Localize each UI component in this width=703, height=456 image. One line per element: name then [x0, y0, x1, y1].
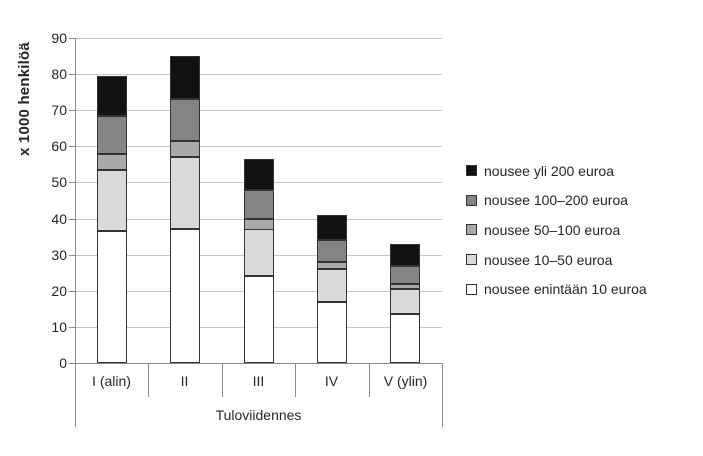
legend-item: nousee yli 200 euroa	[466, 156, 647, 186]
bar-segment-0-cat-4	[317, 302, 347, 363]
category-separator	[222, 363, 223, 397]
y-tick-label: 70	[51, 102, 67, 118]
bar-segment-4-cat-4	[317, 215, 347, 240]
legend-swatch-icon	[466, 254, 477, 266]
bar-segment-2-cat-2	[170, 141, 200, 157]
y-axis-tick	[69, 110, 75, 111]
category-label: V (ylin)	[383, 373, 428, 389]
legend-label: nousee 100–200 euroa	[484, 192, 629, 209]
y-tick-label: 90	[51, 30, 67, 46]
bar-segment-3-cat-1	[97, 116, 127, 154]
bar-segment-1-cat-5	[390, 289, 420, 314]
legend-item: nousee enintään 10 euroa	[466, 274, 647, 304]
y-tick-label: 10	[51, 319, 67, 335]
x-axis-title: Tuloviidennes	[215, 407, 302, 423]
bar-segment-3-cat-4	[317, 240, 347, 262]
y-tick-label: 50	[51, 174, 67, 190]
y-tick-label: 80	[51, 66, 67, 82]
category-separator	[295, 363, 296, 397]
y-axis-line	[75, 38, 76, 363]
y-axis-tick	[69, 146, 75, 147]
bar-segment-1-cat-3	[244, 229, 274, 276]
bar-segment-1-cat-4	[317, 269, 347, 302]
legend-label: nousee 50–100 euroa	[484, 221, 621, 238]
legend-item: nousee 50–100 euroa	[466, 215, 647, 245]
category-label: I (alin)	[92, 373, 131, 389]
category-separator	[75, 363, 76, 427]
bar-segment-2-cat-4	[317, 262, 347, 269]
x-axis-line	[75, 363, 443, 364]
bar-segment-3-cat-5	[390, 266, 420, 284]
gridline	[75, 38, 442, 39]
bar-segment-3-cat-3	[244, 190, 274, 219]
legend: nousee yli 200 euroa nousee 100–200 euroa…	[466, 156, 647, 304]
bar-segment-2-cat-5	[390, 284, 420, 289]
y-tick-label: 0	[59, 355, 67, 371]
category-label: IV	[324, 373, 339, 389]
bar-segment-0-cat-5	[390, 314, 420, 363]
gridline	[75, 74, 442, 75]
category-separator	[148, 363, 149, 397]
legend-label: nousee 10–50 euroa	[484, 251, 613, 268]
category-separator	[369, 363, 370, 397]
legend-swatch-icon	[466, 283, 477, 295]
bar-segment-0-cat-1	[97, 231, 127, 363]
y-axis-tick	[69, 74, 75, 75]
y-axis-tick	[69, 182, 75, 183]
y-tick-label: 60	[51, 138, 67, 154]
legend-swatch-icon	[466, 224, 477, 236]
category-label: III	[252, 373, 265, 389]
bar-segment-0-cat-2	[170, 229, 200, 363]
y-axis-tick	[69, 255, 75, 256]
legend-swatch-icon	[466, 165, 477, 177]
legend-label: nousee yli 200 euroa	[484, 162, 614, 179]
bar-segment-2-cat-3	[244, 219, 274, 230]
y-tick-label: 40	[51, 211, 67, 227]
y-tick-label: 30	[51, 247, 67, 263]
gridline	[75, 110, 442, 111]
bar-segment-1-cat-1	[97, 170, 127, 231]
bar-segment-4-cat-1	[97, 76, 127, 116]
bar-segment-2-cat-1	[97, 154, 127, 170]
legend-item: nousee 100–200 euroa	[466, 186, 647, 216]
category-label: II	[180, 373, 189, 389]
legend-item: nousee 10–50 euroa	[466, 245, 647, 275]
y-axis-tick	[69, 38, 75, 39]
gridline	[75, 146, 442, 147]
category-separator	[442, 363, 443, 427]
y-tick-label: 20	[51, 283, 67, 299]
y-axis-tick	[69, 219, 75, 220]
legend-label: nousee enintään 10 euroa	[484, 281, 647, 298]
legend-swatch-icon	[466, 194, 477, 206]
bar-segment-1-cat-2	[170, 157, 200, 229]
bar-segment-4-cat-5	[390, 244, 420, 266]
y-axis-tick	[69, 327, 75, 328]
bar-segment-0-cat-3	[244, 276, 274, 363]
bar-segment-3-cat-2	[170, 99, 200, 141]
bar-segment-4-cat-2	[170, 56, 200, 99]
y-axis-tick	[69, 291, 75, 292]
y-axis-tick	[69, 363, 75, 364]
bar-segment-4-cat-3	[244, 159, 274, 190]
